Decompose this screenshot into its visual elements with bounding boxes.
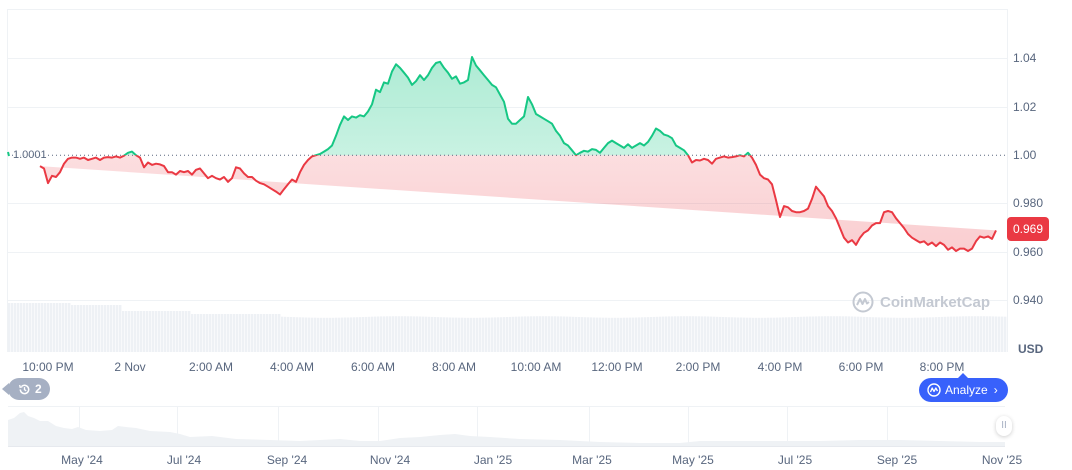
price-area-down — [40, 155, 996, 251]
x-tick: 8:00 PM — [919, 360, 965, 374]
x-tick: 4:00 AM — [269, 360, 315, 374]
nav-tick: Sep '24 — [266, 453, 308, 467]
gridlines — [8, 58, 1007, 301]
navigator-range-handle[interactable]: II — [996, 416, 1012, 436]
nav-tick: Jul '25 — [777, 453, 813, 467]
volume-bars — [8, 303, 1007, 352]
y-tick-0.940: 0.940 — [1013, 293, 1044, 307]
nav-tick: Jan '25 — [473, 453, 513, 467]
y-tick-0.960: 0.960 — [1013, 245, 1044, 259]
y-tick-1.00: 1.00 — [1013, 148, 1037, 162]
x-tick: 10:00 AM — [510, 360, 562, 374]
x-tick: 2 Nov — [114, 360, 146, 374]
analyze-button[interactable]: Analyze › — [919, 373, 1008, 402]
analyze-label: Analyze — [945, 383, 988, 397]
nav-tick: Sep '25 — [876, 453, 918, 467]
coinmarketcap-logo-icon — [852, 291, 874, 313]
nav-tick: May '25 — [672, 453, 714, 467]
nav-tick: Mar '25 — [572, 453, 612, 467]
watermark-text: CoinMarketCap — [880, 293, 991, 311]
currency-label: USD — [1018, 342, 1044, 356]
x-tick: 2:00 AM — [188, 360, 234, 374]
analyze-logo-icon — [927, 383, 941, 397]
price-area-up — [124, 57, 750, 156]
baseline-left-tick — [7, 151, 10, 157]
history-clock-icon — [19, 384, 30, 394]
y-tick-0.980: 0.980 — [1013, 196, 1044, 210]
x-tick: 10:00 PM — [22, 360, 74, 374]
price-line-up — [122, 56, 752, 156]
nav-tick: Jul '24 — [166, 453, 202, 467]
x-tick: 4:00 PM — [757, 360, 803, 374]
x-tick: 12:00 PM — [591, 360, 643, 374]
chevron-right-icon: › — [993, 383, 998, 397]
nav-tick: Nov '25 — [981, 453, 1023, 467]
coinmarketcap-watermark: CoinMarketCap — [852, 291, 990, 313]
navigator-area — [8, 412, 1005, 446]
y-tick-1.02: 1.02 — [1013, 100, 1037, 114]
nav-tick: Nov '24 — [369, 453, 411, 467]
y-tick-1.04: 1.04 — [1013, 51, 1037, 65]
price-line-down — [39, 155, 997, 252]
x-tick: 2:00 PM — [675, 360, 721, 374]
history-badge[interactable]: 2 — [2, 378, 50, 400]
x-tick: 6:00 AM — [350, 360, 396, 374]
current-price-tag: 0.969 — [1007, 217, 1049, 241]
x-tick: 8:00 AM — [431, 360, 477, 374]
baseline-label: 1.0001 — [13, 149, 47, 161]
nav-tick: May '24 — [61, 453, 103, 467]
x-tick: 6:00 PM — [838, 360, 884, 374]
history-count: 2 — [35, 382, 42, 396]
